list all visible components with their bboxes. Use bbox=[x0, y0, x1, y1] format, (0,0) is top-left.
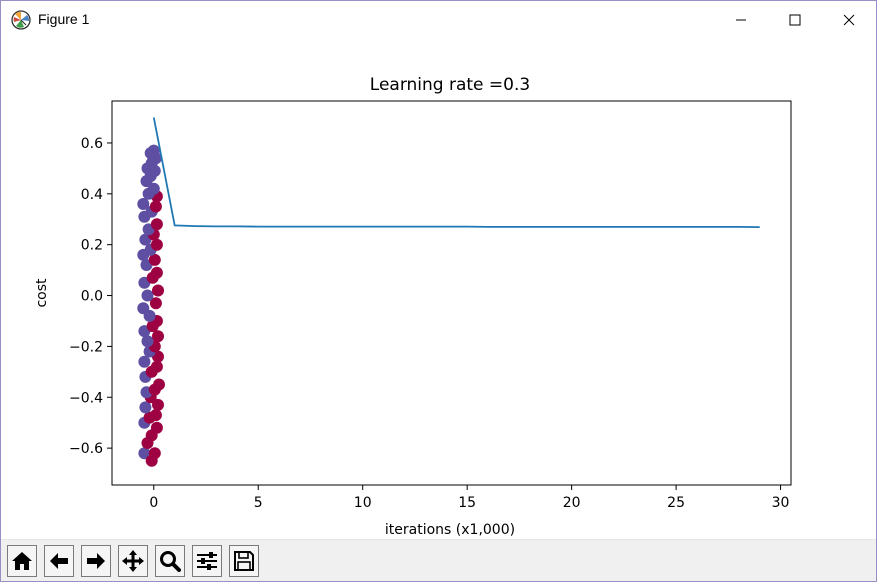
scatter-point bbox=[150, 238, 163, 251]
matplotlib-logo-icon bbox=[11, 10, 31, 30]
scatter-point bbox=[149, 409, 162, 422]
maximize-icon bbox=[789, 14, 801, 26]
move-icon bbox=[122, 550, 144, 572]
x-axis-label: iterations (x1,000) bbox=[385, 522, 515, 538]
x-tick-label: 30 bbox=[772, 495, 790, 511]
pan-button[interactable] bbox=[118, 545, 148, 577]
scatter-layer bbox=[137, 144, 165, 467]
y-axis-ticks: −0.6 −0.4 −0.2 0.0 0.2 0.4 0.6 bbox=[69, 136, 112, 457]
sliders-icon bbox=[197, 552, 217, 570]
x-tick-label: 10 bbox=[354, 495, 372, 511]
scatter-point bbox=[141, 162, 154, 175]
title-bar[interactable]: Figure 1 bbox=[1, 1, 876, 39]
chart-title: Learning rate =0.3 bbox=[370, 75, 530, 95]
back-button[interactable] bbox=[44, 545, 74, 577]
x-tick-label: 20 bbox=[563, 495, 581, 511]
y-tick-label: −0.4 bbox=[69, 390, 103, 406]
home-icon bbox=[12, 552, 32, 570]
magnifier-icon bbox=[160, 551, 181, 572]
navigation-toolbar bbox=[1, 539, 876, 581]
zoom-button[interactable] bbox=[155, 545, 185, 577]
window-title: Figure 1 bbox=[38, 11, 90, 27]
scatter-point bbox=[150, 218, 163, 231]
scatter-point bbox=[139, 401, 152, 414]
minimize-icon bbox=[736, 19, 746, 21]
scatter-point bbox=[148, 447, 161, 460]
scatter-point bbox=[138, 355, 151, 368]
close-icon bbox=[843, 14, 855, 26]
x-tick-label: 5 bbox=[254, 495, 263, 511]
scatter-point bbox=[150, 266, 163, 279]
plot-axes-frame bbox=[111, 100, 792, 486]
y-tick-label: 0.2 bbox=[81, 238, 103, 254]
scatter-point bbox=[147, 182, 160, 195]
scatter-point bbox=[148, 253, 161, 266]
scatter-point bbox=[137, 198, 150, 210]
scatter-point bbox=[152, 284, 164, 297]
arrow-left-icon bbox=[50, 553, 68, 569]
y-tick-label: −0.6 bbox=[69, 441, 103, 457]
x-axis-ticks: 0 5 10 15 20 25 30 bbox=[149, 485, 789, 511]
subplots-button[interactable] bbox=[192, 545, 222, 577]
scatter-point bbox=[150, 360, 163, 373]
arrow-right-icon bbox=[87, 553, 105, 569]
scatter-point bbox=[152, 398, 164, 411]
figure-canvas[interactable]: Learning rate =0.3 0 5 10 15 20 25 30 −0.6 −0.4… bbox=[1, 39, 876, 539]
minimize-button[interactable] bbox=[714, 1, 768, 39]
save-button[interactable] bbox=[229, 545, 259, 577]
scatter-point bbox=[149, 152, 162, 165]
y-tick-label: 0.0 bbox=[81, 289, 103, 305]
scatter-point bbox=[141, 289, 154, 302]
x-tick-label: 25 bbox=[667, 495, 685, 511]
x-tick-label: 15 bbox=[458, 495, 476, 511]
scatter-point bbox=[138, 447, 151, 460]
y-tick-label: 0.6 bbox=[81, 136, 103, 152]
scatter-point bbox=[141, 335, 154, 348]
y-axis-label: cost bbox=[34, 278, 50, 308]
scatter-point bbox=[152, 330, 164, 343]
scatter-point bbox=[153, 378, 165, 391]
floppy-disk-icon bbox=[234, 551, 254, 571]
y-tick-label: 0.4 bbox=[81, 187, 103, 203]
x-tick-label: 0 bbox=[149, 495, 158, 511]
close-button[interactable] bbox=[822, 1, 876, 39]
scatter-point bbox=[150, 421, 163, 434]
scatter-point bbox=[137, 302, 150, 315]
forward-button[interactable] bbox=[81, 545, 111, 577]
home-button[interactable] bbox=[7, 545, 37, 577]
maximize-button[interactable] bbox=[768, 1, 822, 39]
plot-svg: Learning rate =0.3 0 5 10 15 20 25 30 −0.6 −0.4… bbox=[34, 75, 792, 538]
scatter-point bbox=[149, 200, 162, 213]
scatter-point bbox=[149, 297, 162, 310]
y-tick-label: −0.2 bbox=[69, 339, 103, 355]
cost-series-line bbox=[152, 117, 760, 228]
